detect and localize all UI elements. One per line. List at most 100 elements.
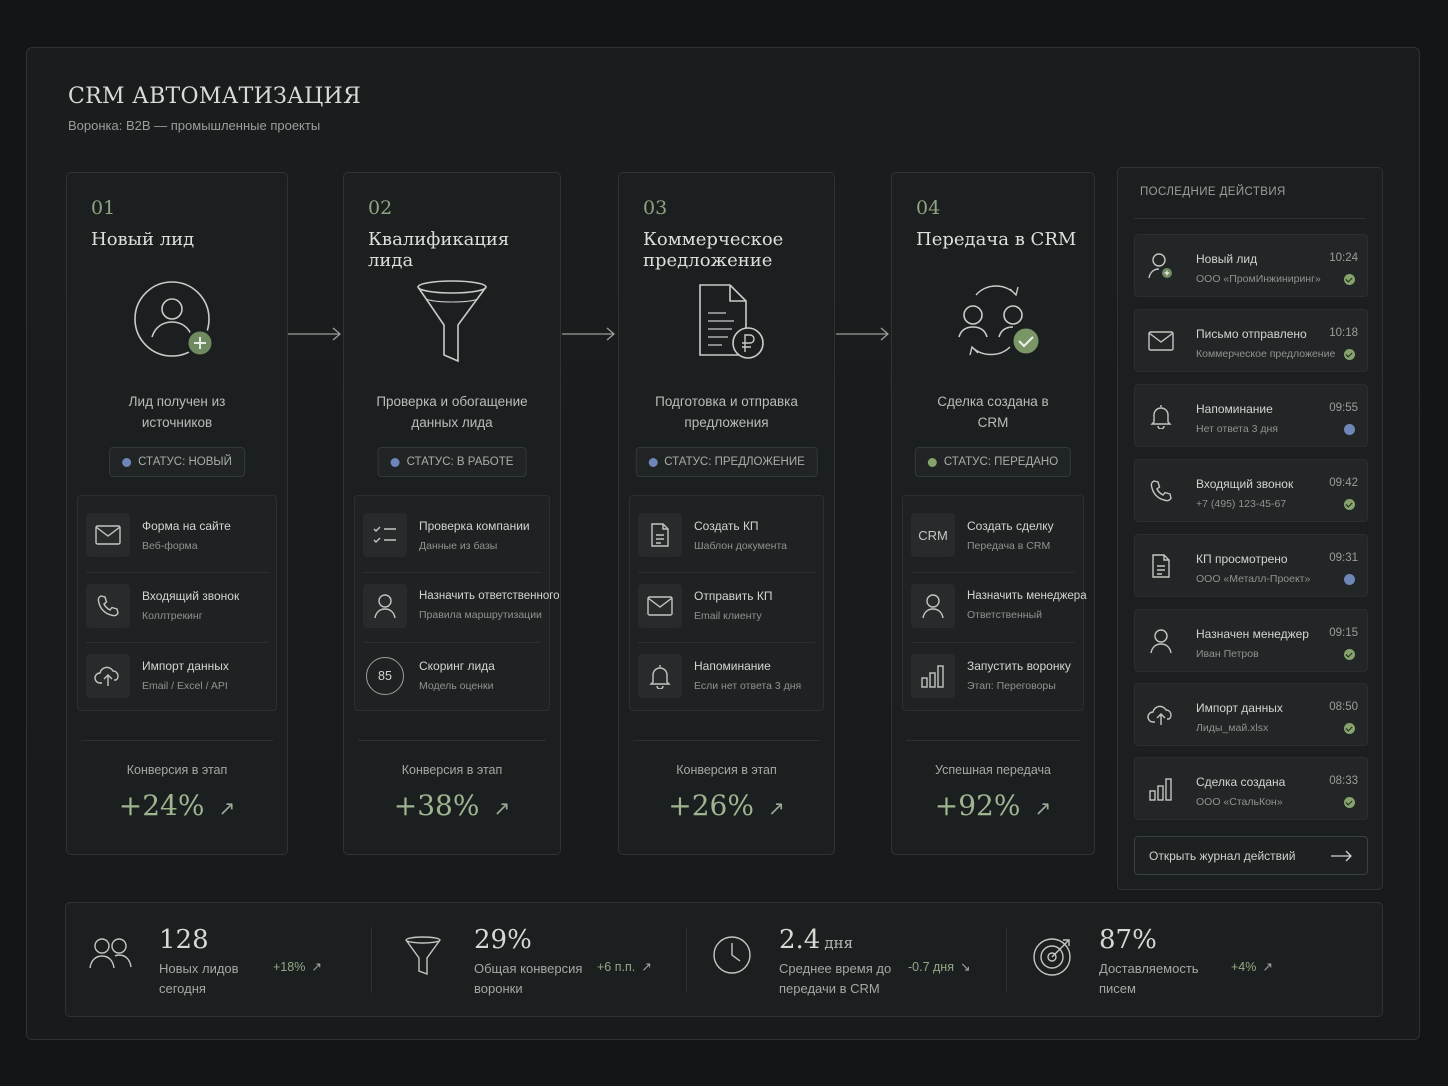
conversion-label: Конверсия в этап [126,763,228,777]
conversion-label: Конверсия в этап [401,763,503,777]
flow-arrow-icon [288,327,341,341]
action-item[interactable]: Форма на сайте Веб-форма [86,502,268,568]
arrow-up-right-icon: ↗ [767,796,785,820]
action-subtitle: Этап: Переговоры [967,680,1056,692]
document-ruble-icon [619,283,834,373]
status-info-icon [1344,574,1355,585]
action-item[interactable]: CRM Создать сделку Передача в CRM [911,502,1075,568]
target-icon [1032,935,1074,982]
funnel-icon [344,277,560,367]
activity-item[interactable]: Сделка создана ООО «СтальКон» 08:33 [1134,757,1368,820]
activity-item[interactable]: Входящий звонок +7 (495) 123-45-67 09:42 [1134,459,1368,522]
open-log-button[interactable]: Открыть журнал действий [1134,836,1368,875]
action-item[interactable]: Напоминание Если нет ответа 3 дня [638,642,815,708]
status-dot [122,457,132,467]
action-item[interactable]: Создать КП Шаблон документа [638,502,815,568]
user-add-icon [1147,252,1175,280]
action-subtitle: Email клиенту [694,610,762,622]
status-info-icon [1344,424,1355,435]
divider [81,740,273,741]
kpi-delta-value: +18% [273,960,306,974]
recent-actions-panel: ПОСЛЕДНИЕ ДЕЙСТВИЯ Новый лид ООО «ПромИн… [1117,167,1383,890]
phone-icon [86,583,130,628]
arrow-up-right-icon: ↗ [218,796,236,820]
activity-subtitle: ООО «СтальКон» [1196,796,1283,808]
conversion-value: +92% ↗ [892,789,1094,822]
activity-item[interactable]: КП просмотрено ООО «Металл-Проект» 09:31 [1134,534,1368,597]
kpi-value: 29% [474,925,532,955]
phone-icon [1147,477,1175,505]
stage-number: 03 [643,197,668,219]
action-subtitle: Модель оценки [419,680,494,692]
activity-item[interactable]: Напоминание Нет ответа 3 дня 09:55 [1134,384,1368,447]
activity-item[interactable]: Импорт данных Лиды_май.xlsx 08:50 [1134,683,1368,746]
activity-subtitle: Нет ответа 3 дня [1196,423,1278,435]
activity-time: 09:15 [1329,627,1358,639]
action-item[interactable]: Запустить воронку Этап: Переговоры [911,642,1075,708]
stage-description: Подготовка и отправка предложения [655,394,798,430]
mail-icon [638,583,682,628]
document-icon [1147,552,1175,580]
kpi-label: Общая конверсия воронки [474,959,582,999]
action-item[interactable]: Импорт данных Email / Excel / API [86,642,268,708]
cloud-upload-icon [86,653,130,698]
activity-title: Напоминание [1196,402,1273,416]
stage-actions: Форма на сайте Веб-форма Входящий звонок К… [77,495,277,711]
activity-subtitle: ООО «ПромИнжиниринг» [1196,273,1321,285]
action-subtitle: Данные из базы [419,539,498,552]
kpi-label-line: передачи в CRM [779,981,880,996]
status-label: СТАТУС: В РАБОТЕ [406,456,514,468]
user-icon [363,583,407,628]
conversion-value: +26% ↗ [619,789,834,822]
kpi-label-line: писем [1099,981,1136,996]
stage-description: Лид получен из источников [128,394,226,430]
conversion-number: +38% [393,789,480,822]
action-title: Создать КП [694,518,759,533]
kpi-label: Среднее время до передачи в CRM [779,959,891,999]
kpi-value: 87% [1099,925,1157,955]
kpi-new-leads: 128 Новых лидов сегодня +18% ↗ [66,903,371,1018]
bell-icon [638,653,682,698]
activity-time: 08:33 [1329,775,1358,787]
action-subtitle: Шаблон документа [694,539,788,552]
kpi-unit: дня [824,934,854,952]
status-badge: СТАТУС: ПРЕДЛОЖЕНИЕ [635,447,818,477]
status-ok-icon [1344,349,1355,360]
action-item[interactable]: 85 Скоринг лида Модель оценки [363,642,541,708]
kpi-bar: 128 Новых лидов сегодня +18% ↗ 29% Общая к… [65,902,1383,1017]
stage-card-new-lead[interactable]: 01 Новый лид Лид получен из источников С… [66,172,288,855]
status-dot [648,457,658,467]
action-item[interactable]: Входящий звонок Коллтрекинг [86,572,268,638]
conversion-number: +24% [118,789,205,822]
activity-item[interactable]: Назначен менеджер Иван Петров 09:15 [1134,609,1368,672]
activity-item[interactable]: Письмо отправлено Коммерческое предложен… [1134,309,1368,372]
stage-card-crm-handoff[interactable]: 04 Передача в CRM Сделка создана в CRM С… [891,172,1095,855]
conversion-number: +92% [934,789,1021,822]
activity-subtitle: Лиды_май.xlsx [1196,722,1269,734]
cloud-upload-icon [1147,701,1175,729]
stage-number: 01 [91,197,116,219]
stage-card-qualification[interactable]: 02 Квалификация лида Проверка и обогащен… [343,172,561,855]
flow-arrow-icon [836,327,889,341]
activity-item[interactable]: Новый лид ООО «ПромИнжиниринг» 10:24 [1134,234,1368,297]
kpi-delta: +6 п.п. ↗ [597,959,652,974]
kpi-label: Новых лидов сегодня [159,959,239,999]
action-item[interactable]: Назначить менеджера Ответственный [911,572,1087,638]
crm-icon: CRM [911,513,955,557]
conversion-number: +26% [668,789,754,822]
action-item[interactable]: Проверка компании Данные из базы [363,502,541,568]
kpi-deliverability: 87% Доставляемость писем +4% ↗ [1006,903,1384,1018]
kpi-value: 128 [159,925,209,955]
kpi-number: 2.4 [779,925,821,955]
activity-time: 10:18 [1329,327,1358,339]
stage-card-proposal[interactable]: 03 Коммерческое предложение Подготовка и… [618,172,835,855]
kpi-number: 87% [1099,925,1157,955]
arrow-up-right-icon: ↗ [641,960,652,974]
activity-subtitle: ООО «Металл-Проект» [1196,573,1311,585]
kpi-label: Доставляемость писем [1099,959,1199,999]
kpi-delta-value: -0.7 дня [908,960,954,974]
status-ok-icon [1344,274,1355,285]
kpi-value: 2.4 дня [779,925,853,955]
action-item[interactable]: Отправить КП Email клиенту [638,572,815,638]
action-item[interactable]: Назначить ответственного Правила маршрути… [363,572,560,638]
